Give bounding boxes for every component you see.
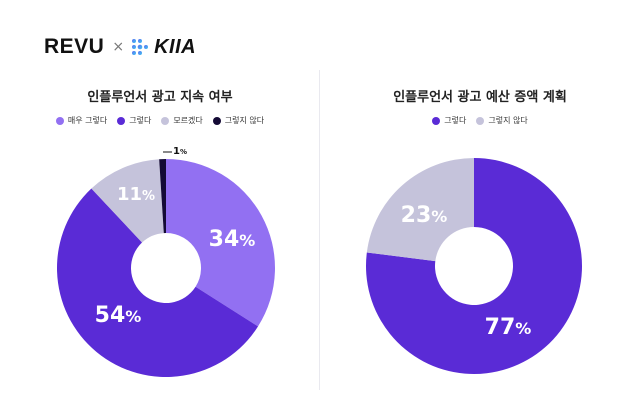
slice-label: 11% bbox=[117, 184, 155, 205]
legend-label: 모르겠다 bbox=[173, 116, 203, 125]
kiia-dots-icon bbox=[132, 39, 149, 55]
legend-swatch bbox=[432, 116, 441, 125]
donut-slices bbox=[56, 159, 275, 378]
legend-label: 그렇다 bbox=[129, 116, 152, 125]
legend-swatch bbox=[476, 116, 485, 125]
slice-label: 54% bbox=[95, 303, 142, 328]
legend-item-very-agree: 매우 그렇다 bbox=[55, 115, 108, 126]
slice-label: 77% bbox=[485, 315, 532, 340]
slice-label: 1% bbox=[173, 146, 187, 157]
legend-label: 그렇지 않다 bbox=[488, 116, 528, 125]
legend-item-unsure: 모르겠다 bbox=[161, 115, 203, 126]
donut-slice bbox=[366, 158, 582, 374]
donut-slices bbox=[366, 158, 582, 374]
legend-label: 매우 그렇다 bbox=[67, 116, 108, 125]
legend-item-disagree: 그렇지 않다 bbox=[212, 115, 265, 126]
legend-label: 그렇지 않다 bbox=[224, 116, 265, 125]
legend-swatch bbox=[117, 116, 126, 125]
slice-label: 34% bbox=[209, 227, 256, 252]
chart-panel-budget: 인플루언서 광고 예산 증액 계획 그렇다 그렇지 않다 bbox=[330, 86, 630, 126]
panel-divider bbox=[319, 70, 320, 390]
kiia-logo: KIIA bbox=[154, 35, 197, 58]
donut-slice bbox=[56, 188, 259, 378]
legend-swatch bbox=[55, 116, 64, 125]
revu-logo: REVU bbox=[44, 35, 105, 58]
chart-title: 인플루언서 광고 예산 증액 계획 bbox=[393, 90, 567, 105]
legend-item-yes: 그렇다 bbox=[432, 115, 466, 126]
chart-title: 인플루언서 광고 지속 여부 bbox=[87, 90, 233, 105]
donut-labels: 34% 54% 11% 1% bbox=[95, 146, 256, 328]
legend-swatch bbox=[161, 116, 170, 125]
header-logos: REVU × KIIA bbox=[44, 34, 196, 60]
donut-labels: 77% 23% bbox=[401, 203, 532, 340]
donut-slice bbox=[166, 159, 275, 327]
legend-item-agree: 그렇다 bbox=[117, 115, 151, 126]
legend-label: 그렇다 bbox=[444, 116, 467, 125]
slice-label: 23% bbox=[401, 203, 448, 228]
separator-x: × bbox=[112, 39, 125, 55]
legend: 매우 그렇다 그렇다 모르겠다 그렇지 않다 bbox=[10, 115, 310, 126]
legend-swatch bbox=[212, 116, 221, 125]
legend-item-no: 그렇지 않다 bbox=[476, 115, 528, 126]
chart-panel-continuation: 인플루언서 광고 지속 여부 매우 그렇다 그렇다 모르겠다 그렇지 않다 bbox=[10, 86, 310, 126]
legend: 그렇다 그렇지 않다 bbox=[330, 115, 630, 126]
donut-slice bbox=[159, 159, 166, 234]
donut-slice bbox=[366, 158, 474, 262]
donut-slice bbox=[91, 159, 164, 243]
